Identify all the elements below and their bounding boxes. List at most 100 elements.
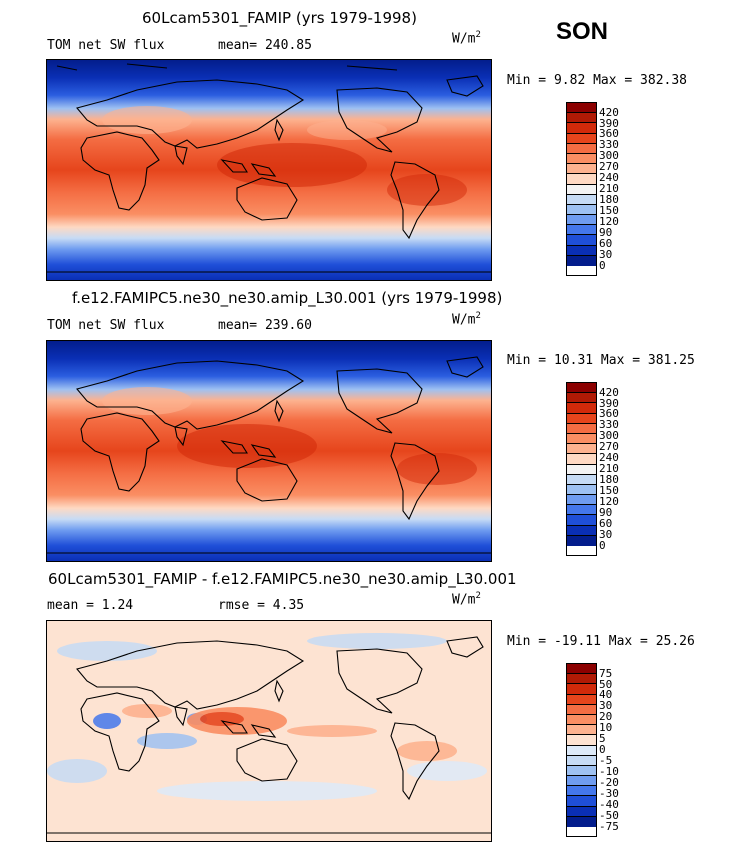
panel-3-rmse-label: rmse = 4.35 [218, 598, 305, 613]
colorbar-tick-label: -75 [599, 820, 619, 833]
panel-2-variable-label: TOM net SW flux [47, 318, 165, 333]
panel-3-title: 60Lcam5301_FAMIP - f.e12.FAMIPC5.ne30_ne… [48, 570, 517, 588]
panel-3-map-plot [47, 621, 491, 841]
colorbar-tick-label: 300 [599, 429, 619, 442]
colorbar-tick-label: 10 [599, 721, 613, 734]
panel-2-colorbar [566, 382, 597, 556]
colorbar-tick-label: -30 [599, 787, 619, 800]
colorbar-tick-label: 360 [599, 127, 619, 140]
panel-2-map-plot [47, 341, 491, 561]
colorbar-2-swatch-7 [567, 444, 596, 455]
colorbar-tick-label: 0 [599, 539, 606, 552]
colorbar-2-swatch-3 [567, 403, 596, 414]
colorbar-tick-label: 420 [599, 106, 619, 119]
colorbar-tick-label: 390 [599, 117, 619, 130]
colorbar-2-swatch-12 [567, 495, 596, 506]
colorbar-tick-label: 420 [599, 386, 619, 399]
colorbar-tick-label: 210 [599, 182, 619, 195]
colorbar-tick-label: 240 [599, 171, 619, 184]
panel-1-variable-label: TOM net SW flux [47, 38, 165, 53]
panel-2-title: f.e12.FAMIPC5.ne30_ne30.amip_L30.001 (yr… [72, 289, 503, 307]
colorbar-1-swatch-12 [567, 215, 596, 226]
colorbar-3-swatch-15 [567, 806, 596, 817]
colorbar-tick-label: 20 [599, 710, 613, 723]
colorbar-1-swatch-9 [567, 184, 596, 195]
colorbar-1-swatch-1 [567, 103, 596, 114]
colorbar-tick-label: 75 [599, 667, 613, 680]
colorbar-2-swatch-15 [567, 525, 596, 536]
colorbar-tick-label: 60 [599, 237, 613, 250]
colorbar-tick-label: 5 [599, 732, 606, 745]
colorbar-1-swatch-3 [567, 123, 596, 134]
panel-3-colorbar [566, 663, 597, 837]
colorbar-2-swatch-9 [567, 464, 596, 475]
colorbar-1-swatch-11 [567, 204, 596, 216]
colorbar-3-swatch-14 [567, 796, 596, 807]
season-label: SON [556, 18, 609, 45]
colorbar-1-swatch-6 [567, 153, 596, 165]
colorbar-tick-label: 270 [599, 440, 619, 453]
colorbar-2-swatch-11 [567, 484, 596, 496]
colorbar-tick-label: 390 [599, 397, 619, 410]
panel-1-title: 60Lcam5301_FAMIP (yrs 1979-1998) [142, 9, 417, 27]
colorbar-2-swatch-6 [567, 433, 596, 445]
panel-3-mean-label: mean = 1.24 [47, 598, 134, 613]
colorbar-tick-label: 240 [599, 451, 619, 464]
colorbar-2-swatch-4 [567, 413, 596, 424]
colorbar-3-swatch-13 [567, 786, 596, 797]
colorbar-3-swatch-10 [567, 755, 596, 766]
panel-2-mean-label: mean= 239.60 [218, 318, 312, 333]
colorbar-tick-label: 40 [599, 688, 613, 701]
colorbar-tick-label: 270 [599, 160, 619, 173]
colorbar-tick-label: 90 [599, 506, 613, 519]
colorbar-tick-label: 120 [599, 215, 619, 228]
colorbar-2-swatch-5 [567, 423, 596, 434]
colorbar-tick-label: 60 [599, 517, 613, 530]
panel-3-minmax: Min = -19.11 Max = 25.26 [507, 634, 695, 649]
panel-3-units: W/m2 [452, 591, 481, 608]
colorbar-tick-label: 120 [599, 495, 619, 508]
colorbar-2-swatch-14 [567, 515, 596, 526]
colorbar-tick-label: 0 [599, 743, 606, 756]
colorbar-tick-label: 360 [599, 407, 619, 420]
panel-2-units: W/m2 [452, 311, 481, 328]
colorbar-tick-label: -40 [599, 798, 619, 811]
colorbar-tick-label: 180 [599, 193, 619, 206]
colorbar-3-swatch-5 [567, 704, 596, 715]
colorbar-tick-label: 150 [599, 204, 619, 217]
colorbar-3-swatch-11 [567, 765, 596, 777]
panel-1-units: W/m2 [452, 30, 481, 47]
panel-3-map [46, 620, 492, 842]
colorbar-1-swatch-4 [567, 133, 596, 144]
colorbar-2-swatch-8 [567, 454, 596, 465]
colorbar-tick-label: -5 [599, 754, 613, 767]
panel-1-map-plot [47, 60, 491, 280]
colorbar-1-swatch-10 [567, 194, 596, 205]
colorbar-1-swatch-13 [567, 225, 596, 236]
colorbar-tick-label: 30 [599, 248, 613, 261]
colorbar-tick-label: -50 [599, 809, 619, 822]
colorbar-1-swatch-16 [567, 255, 596, 266]
colorbar-tick-label: 180 [599, 473, 619, 486]
panel-1-minmax: Min = 9.82 Max = 382.38 [507, 73, 688, 88]
colorbar-1-swatch-5 [567, 143, 596, 154]
colorbar-3-swatch-3 [567, 684, 596, 695]
colorbar-tick-label: 330 [599, 418, 619, 431]
colorbar-tick-label: 210 [599, 462, 619, 475]
panel-2-minmax: Min = 10.31 Max = 381.25 [507, 353, 695, 368]
colorbar-3-swatch-1 [567, 664, 596, 675]
colorbar-tick-label: -10 [599, 765, 619, 778]
colorbar-tick-label: 150 [599, 484, 619, 497]
colorbar-tick-label: 50 [599, 678, 613, 691]
coastlines [47, 636, 491, 834]
colorbar-2-swatch-16 [567, 535, 596, 546]
colorbar-3-swatch-12 [567, 776, 596, 787]
colorbar-tick-label: -20 [599, 776, 619, 789]
panel-2-map [46, 340, 492, 562]
colorbar-3-swatch-16 [567, 816, 596, 827]
colorbar-tick-label: 30 [599, 528, 613, 541]
colorbar-2-swatch-1 [567, 383, 596, 394]
colorbar-tick-label: 30 [599, 699, 613, 712]
colorbar-3-swatch-6 [567, 714, 596, 726]
coastlines [47, 63, 491, 273]
